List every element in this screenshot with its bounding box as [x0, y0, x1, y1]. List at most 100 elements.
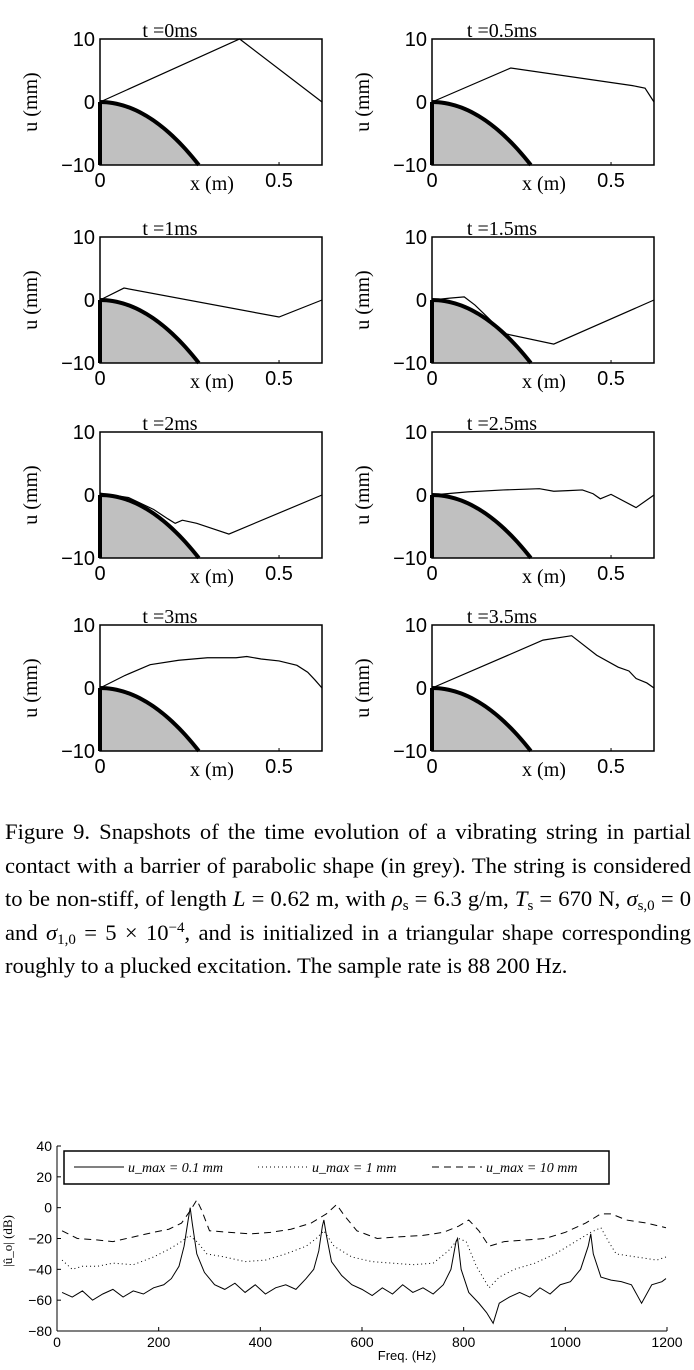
y-tick-label: −10 [393, 548, 427, 570]
x-axis-label: x (m) [522, 566, 566, 588]
barrier-outline [431, 100, 533, 167]
y-tick-label: 10 [73, 422, 95, 444]
string-line [99, 492, 323, 535]
legend: u_max = 0.1 mm u_max = 1 mm u_max = 10 mm [63, 1150, 610, 1185]
string-line [99, 287, 323, 318]
axes-box [431, 624, 655, 752]
string-line [431, 635, 655, 689]
caption-text: s,0 [637, 898, 655, 915]
string-line [99, 655, 323, 689]
panel-title: t =0ms [142, 20, 197, 42]
y-axis-label: u (mm) [20, 72, 42, 131]
figure-caption: Figure 9. Snapshots of the time evolutio… [5, 815, 691, 983]
x-tick-label: 0.5 [265, 563, 293, 585]
legend-label: u_max = 10 mm [486, 1161, 578, 1176]
barrier-outline [431, 493, 533, 560]
y-tick-label: 10 [73, 29, 95, 51]
x-tick-label: 0 [426, 756, 437, 778]
barrier-fill [432, 688, 531, 751]
y-tick-label: −10 [61, 353, 95, 375]
caption-text: = 6.3 g/m, [408, 886, 515, 912]
string-line [99, 38, 323, 103]
axes-box [431, 236, 655, 364]
y-tick-label: 0 [416, 485, 427, 507]
caption-text: T [514, 886, 528, 912]
x-tick-label: 0.5 [597, 170, 625, 192]
caption-text: σ [626, 886, 638, 912]
series-line-dotted [61, 1227, 667, 1289]
caption-text: = 0 and [5, 886, 691, 945]
y-tick-label: −10 [393, 155, 427, 177]
panel-title: t =3.5ms [467, 606, 537, 628]
x-tick-label: 0.5 [597, 368, 625, 390]
snapshot-panel: 100−100 0.5x (m)u (mm)t =0ms [20, 20, 323, 195]
snapshot-panel: 100−100 0.5x (m)u (mm)t =1.5ms [352, 218, 655, 393]
string-line [431, 296, 655, 345]
axes-box [99, 236, 323, 364]
y-tick-label: 10 [73, 227, 95, 249]
x-tick-label: 0 [426, 563, 437, 585]
y-axis-label: u (mm) [352, 465, 374, 524]
panel-title: t =1.5ms [467, 218, 537, 240]
y-tick-label: 0 [416, 290, 427, 312]
panel-title: t =3ms [142, 606, 197, 628]
caption-text: σ [45, 919, 58, 945]
legend-label: u_max = 1 mm [312, 1161, 397, 1176]
barrier-outline [431, 686, 533, 753]
x-tick-label: 0 [53, 1334, 61, 1350]
x-tick-label: 0.5 [265, 170, 293, 192]
y-tick-label: 0 [84, 92, 95, 114]
panel-title: t =2ms [142, 413, 197, 435]
x-tick-label: 0 [426, 368, 437, 390]
x-axis-label: x (m) [190, 371, 234, 393]
y-tick-label: 10 [405, 615, 427, 637]
snapshot-panel: 100−100 0.5x (m)u (mm)t =2ms [20, 413, 323, 588]
x-tick-label: 600 [350, 1334, 374, 1350]
y-axis-label: u (mm) [20, 270, 42, 329]
barrier-outline [431, 298, 533, 365]
y-axis-label: |û_o| (dB) [0, 1215, 15, 1267]
x-axis-label: x (m) [190, 566, 234, 588]
y-tick-label: 0 [416, 678, 427, 700]
x-tick-label: 0 [94, 170, 105, 192]
x-tick-label: 1200 [651, 1334, 682, 1350]
axes-box [99, 38, 323, 166]
x-tick-label: 0.5 [265, 368, 293, 390]
axes-box [99, 624, 323, 752]
y-tick-label: 0 [84, 290, 95, 312]
y-tick-label: −10 [393, 741, 427, 763]
barrier-fill [100, 688, 199, 751]
y-tick-label: 10 [405, 29, 427, 51]
caption-text: = 670 N, [533, 886, 627, 912]
caption-text: = 5 × 10 [75, 919, 169, 945]
y-tick-label: 0 [44, 1200, 52, 1216]
barrier-fill [432, 300, 531, 363]
barrier-outline [99, 493, 201, 560]
y-tick-label: 40 [36, 1138, 52, 1154]
x-axis-label: x (m) [190, 173, 234, 195]
snapshot-panel: 100−100 0.5x (m)u (mm)t =2.5ms [352, 413, 655, 588]
x-axis-label: x (m) [522, 173, 566, 195]
x-axis-label: Freq. (Hz) [378, 1348, 437, 1363]
x-tick-label: 0.5 [265, 756, 293, 778]
snapshot-panel: 100−100 0.5x (m)u (mm)t =0.5ms [352, 20, 655, 195]
y-tick-label: 10 [405, 227, 427, 249]
y-tick-label: 0 [84, 485, 95, 507]
y-axis-label: u (mm) [352, 658, 374, 717]
caption-text: s [527, 898, 534, 915]
barrier-fill [100, 495, 199, 558]
x-tick-label: 400 [249, 1334, 273, 1350]
y-tick-label: −20 [28, 1231, 52, 1247]
y-tick-label: 10 [405, 422, 427, 444]
x-tick-label: 0 [94, 368, 105, 390]
snapshot-panel: 100−100 0.5x (m)u (mm)t =3.5ms [352, 606, 655, 781]
x-tick-label: 0.5 [597, 563, 625, 585]
x-tick-label: 0 [426, 170, 437, 192]
axes-box [99, 431, 323, 559]
barrier-fill [100, 300, 199, 363]
y-tick-label: −80 [28, 1323, 52, 1339]
y-axis-label: u (mm) [352, 72, 374, 131]
x-tick-label: 0.5 [597, 756, 625, 778]
caption-text: ρ [391, 886, 403, 912]
y-tick-label: 20 [36, 1169, 52, 1185]
